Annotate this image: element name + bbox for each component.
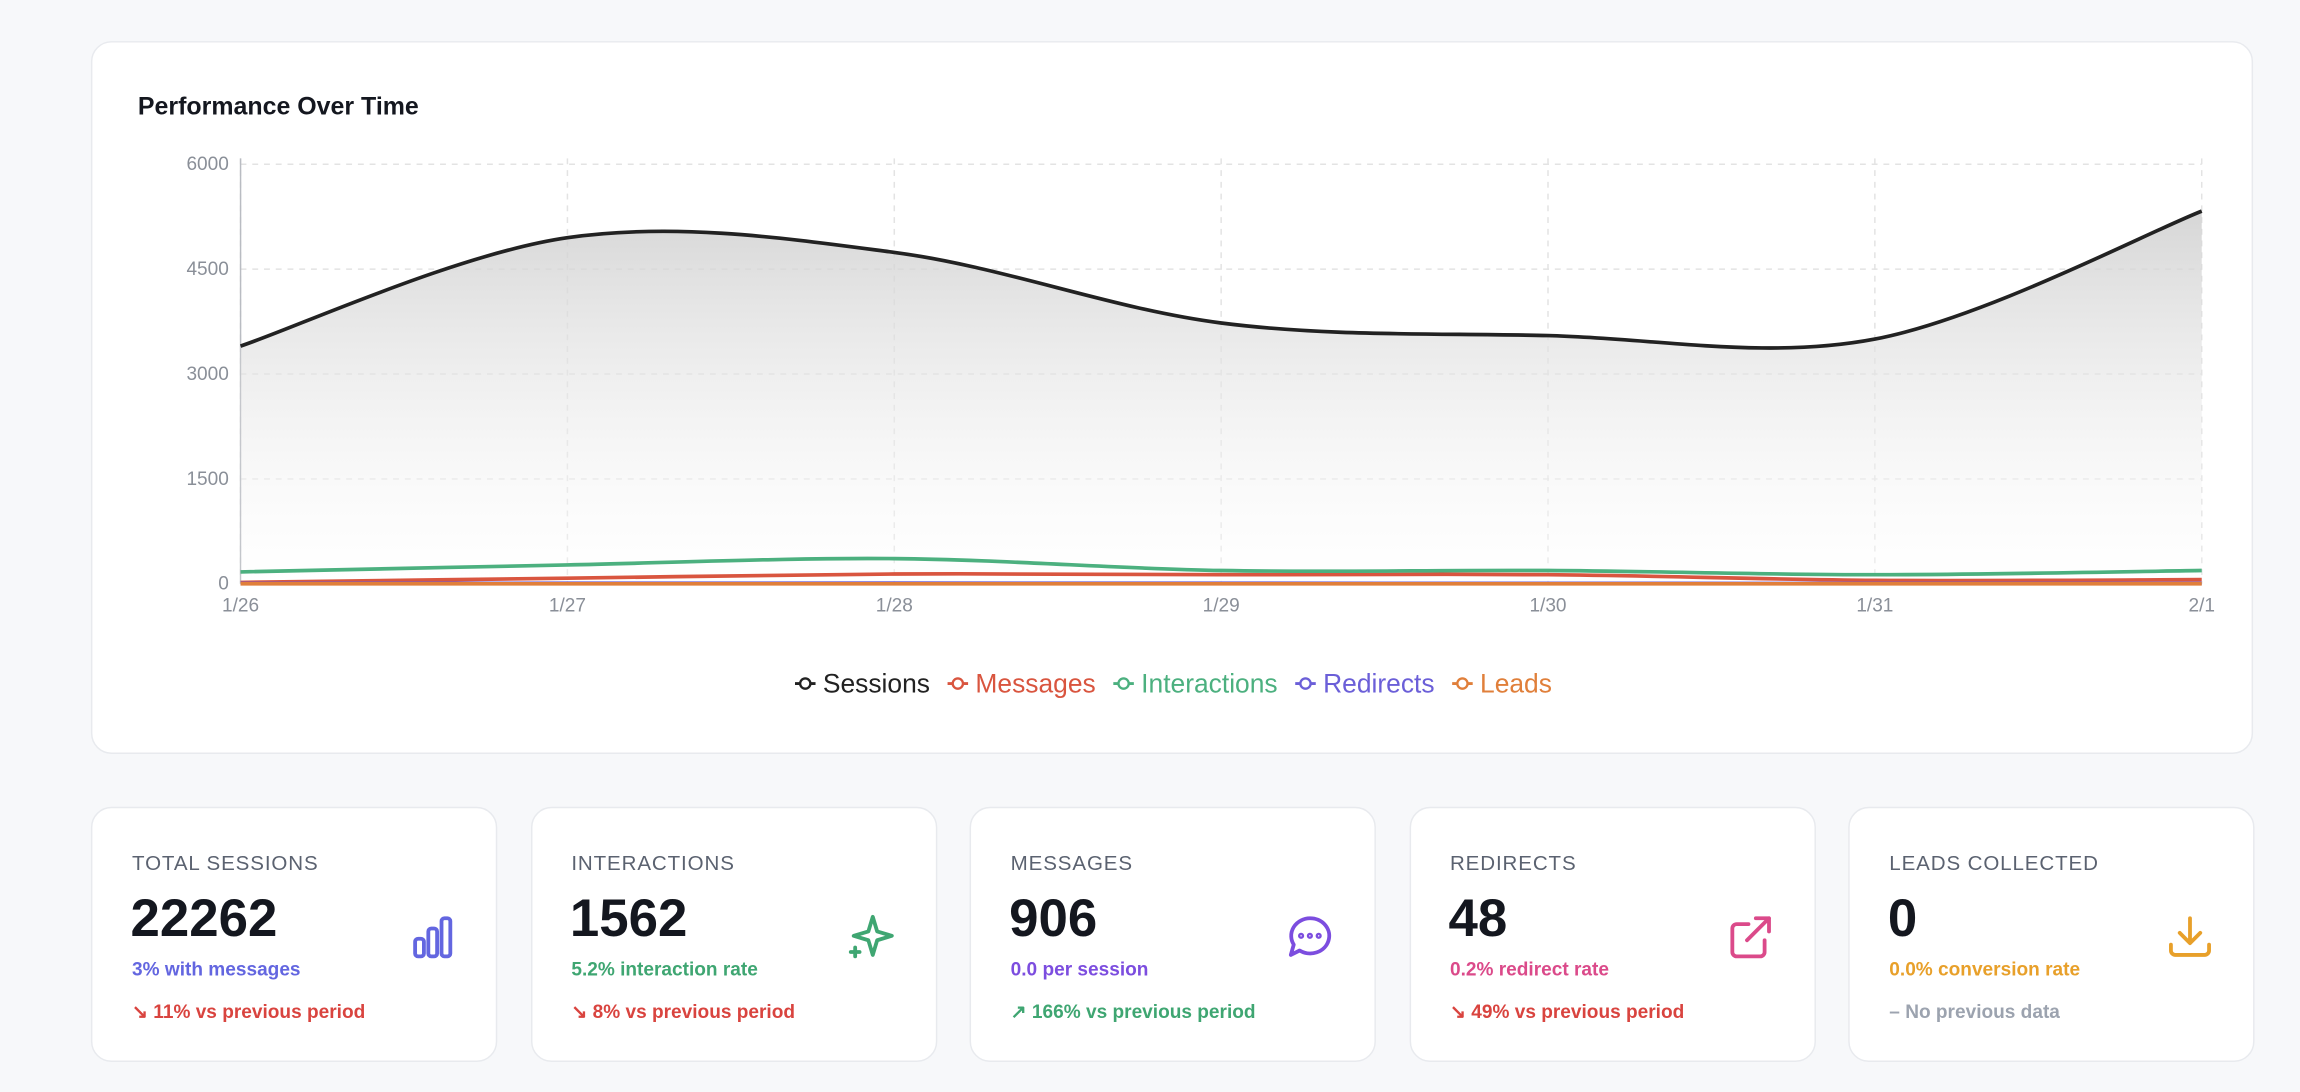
x-tick-label: 1/27: [549, 596, 586, 617]
x-tick-label: 1/29: [1203, 596, 1240, 617]
legend-item[interactable]: Interactions: [1113, 668, 1278, 698]
legend-item[interactable]: Messages: [947, 668, 1096, 698]
chart: 0 1500 3000 4500 6000 1/26 1/27 1/28 1/29 1/30 1/3…: [186, 154, 2215, 698]
stat-change: ↘ 49% vs previous period: [1449, 1000, 1685, 1023]
legend-label: Messages: [975, 668, 1095, 698]
x-tick-label: 1/31: [1856, 596, 1893, 617]
stat-card: Messages 906 0.0 per session ↗ 166% vs prev…: [969, 806, 1376, 1062]
stat-value: 906: [1009, 887, 1098, 948]
legend-item[interactable]: Sessions: [794, 668, 930, 698]
legend-marker: [1299, 677, 1312, 690]
legend-marker: [798, 677, 812, 690]
legend-label: Sessions: [823, 668, 930, 698]
legend-marker: [1456, 677, 1469, 690]
stat-label: Leads Collected: [1889, 850, 2099, 875]
stat-change: ↘ 11% vs previous period: [132, 1000, 366, 1023]
stat-subtitle: 0.0 per session: [1010, 957, 1149, 980]
stat-change: ↗ 166% vs previous period: [1010, 1000, 1256, 1023]
stat-value: 0: [1887, 887, 1918, 948]
chart-title: Performance Over Time: [137, 92, 419, 121]
stat-card: Redirects 48 0.2% redirect rate ↘ 49% vs pr…: [1408, 806, 1816, 1062]
stat-label: Messages: [1010, 850, 1133, 875]
stat-card: Total Sessions 22262 3% with messages ↘ 11%…: [90, 806, 498, 1062]
stat-card: Interactions 1562 5.2% interaction rate ↘ 8…: [530, 806, 937, 1062]
stat-change: – No previous data: [1889, 1000, 2060, 1023]
stat-icon: [1288, 916, 1332, 957]
legend-label: Leads: [1480, 668, 1552, 698]
legend: Sessions Messages Interactions Redirects Lea…: [794, 668, 1552, 698]
legend-item[interactable]: Leads: [1452, 668, 1552, 698]
stat-subtitle: 0.2% redirect rate: [1449, 957, 1609, 980]
chart-card: Performance Over Time 0 1500 3000 4500 6000 1…: [90, 41, 2254, 754]
series-line: [240, 556, 2202, 577]
legend-marker: [1117, 677, 1130, 690]
stat-label: Total Sessions: [132, 850, 319, 875]
legend-label: Interactions: [1141, 668, 1277, 698]
series-area: [240, 211, 2202, 584]
stat-icon: [413, 916, 453, 959]
x-tick-label: 1/26: [222, 596, 259, 617]
stat-icon: [2169, 916, 2211, 957]
y-tick-label: 6000: [186, 154, 228, 175]
stat-label: Redirects: [1449, 850, 1577, 875]
stat-subtitle: 3% with messages: [132, 957, 301, 980]
stat-subtitle: 5.2% interaction rate: [571, 957, 758, 980]
series-line: [239, 209, 2203, 350]
stat-card: Leads Collected 0 0.0% conversion rate – No…: [1848, 806, 2255, 1062]
legend-label: Redirects: [1323, 668, 1434, 698]
y-tick-label: 1500: [186, 469, 228, 490]
x-tick-label: 1/28: [876, 596, 913, 617]
x-tick-label: 2/1: [2188, 596, 2214, 617]
stat-icon: [848, 914, 894, 959]
stat-change: ↘ 8% vs previous period: [571, 1000, 796, 1023]
legend-item[interactable]: Redirects: [1295, 668, 1435, 698]
x-tick-label: 1/30: [1529, 596, 1566, 617]
stat-value: 48: [1448, 887, 1508, 948]
stat-value: 1562: [569, 887, 688, 948]
y-tick-label: 3000: [186, 364, 228, 385]
series-line: [240, 572, 2202, 585]
y-tick-label: 4500: [186, 259, 228, 280]
legend-marker: [951, 677, 965, 690]
stat-value: 22262: [130, 887, 278, 948]
stat-label: Interactions: [571, 850, 735, 875]
stat-subtitle: 0.0% conversion rate: [1889, 957, 2081, 980]
stat-icon: [1729, 916, 1771, 959]
y-tick-label: 0: [218, 574, 229, 595]
